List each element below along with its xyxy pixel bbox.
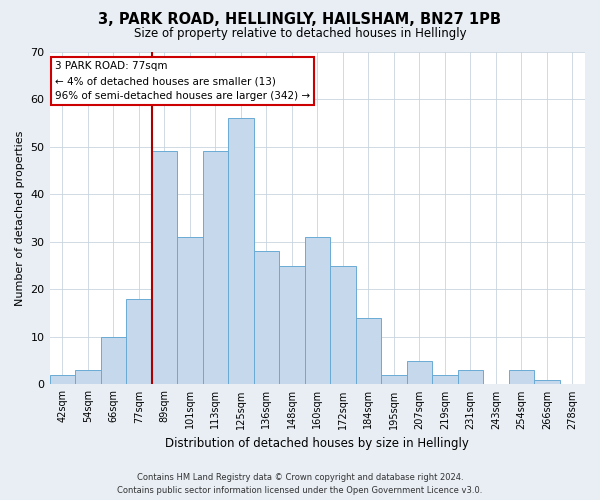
Bar [75,370,101,384]
Bar [305,237,330,384]
Text: 3, PARK ROAD, HELLINGLY, HAILSHAM, BN27 1PB: 3, PARK ROAD, HELLINGLY, HAILSHAM, BN27 … [98,12,502,28]
Bar [203,152,228,384]
Text: Contains HM Land Registry data © Crown copyright and database right 2024.
Contai: Contains HM Land Registry data © Crown c… [118,474,482,495]
Bar [509,370,534,384]
Bar [50,375,75,384]
Bar [407,360,432,384]
Bar [254,252,279,384]
Y-axis label: Number of detached properties: Number of detached properties [15,130,25,306]
Bar [432,375,458,384]
Bar [101,337,126,384]
Bar [356,318,381,384]
Bar [534,380,560,384]
Bar [458,370,483,384]
Text: Size of property relative to detached houses in Hellingly: Size of property relative to detached ho… [134,28,466,40]
Bar [381,375,407,384]
X-axis label: Distribution of detached houses by size in Hellingly: Distribution of detached houses by size … [166,437,469,450]
Bar [152,152,177,384]
Bar [279,266,305,384]
Bar [330,266,356,384]
Bar [177,237,203,384]
Text: 3 PARK ROAD: 77sqm
← 4% of detached houses are smaller (13)
96% of semi-detached: 3 PARK ROAD: 77sqm ← 4% of detached hous… [55,62,310,101]
Bar [228,118,254,384]
Bar [126,299,152,384]
